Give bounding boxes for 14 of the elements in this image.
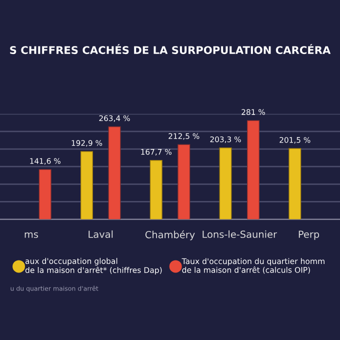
bar <box>178 144 190 220</box>
x-tick-label: Perp <box>298 230 320 240</box>
bar <box>80 151 93 220</box>
x-tick-label: Laval <box>88 230 113 238</box>
bar <box>288 148 302 220</box>
bar <box>219 148 232 220</box>
x-tick-label: ms <box>24 232 38 238</box>
bar <box>247 120 260 220</box>
bar <box>150 160 162 220</box>
x-tick-label: Chambéry <box>145 230 195 240</box>
bar <box>38 169 52 220</box>
x-tick-label: Lons-le-Saunier <box>202 230 278 238</box>
bar <box>108 126 121 220</box>
chart-title: S CHIFFRES CACHÉS DE LA SURPOPULATION CARCÉRA <box>10 44 331 54</box>
